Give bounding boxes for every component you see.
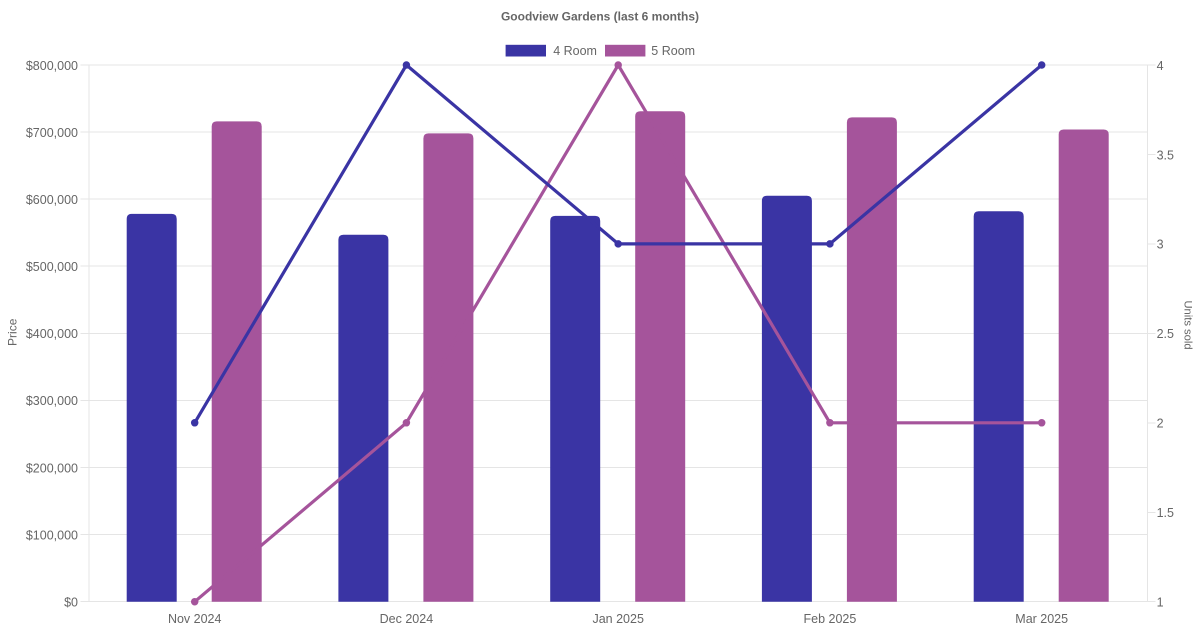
svg-text:1.5: 1.5 <box>1157 506 1174 520</box>
svg-text:4 Room: 4 Room <box>553 44 597 58</box>
svg-text:$300,000: $300,000 <box>26 394 78 408</box>
svg-text:5 Room: 5 Room <box>651 44 695 58</box>
svg-text:2: 2 <box>1157 417 1164 431</box>
svg-text:Mar 2025: Mar 2025 <box>1015 612 1068 626</box>
svg-text:3: 3 <box>1157 238 1164 252</box>
svg-text:1: 1 <box>1157 596 1164 610</box>
svg-text:Jan 2025: Jan 2025 <box>592 612 643 626</box>
svg-text:$700,000: $700,000 <box>26 126 78 140</box>
svg-text:2.5: 2.5 <box>1157 327 1174 341</box>
svg-text:$100,000: $100,000 <box>26 528 78 542</box>
svg-text:Units sold: Units sold <box>1182 300 1194 349</box>
svg-text:Goodview Gardens (last 6 month: Goodview Gardens (last 6 months) <box>501 10 699 24</box>
svg-text:3.5: 3.5 <box>1157 148 1174 162</box>
svg-text:$500,000: $500,000 <box>26 260 78 274</box>
svg-text:Price: Price <box>5 318 19 346</box>
svg-text:$0: $0 <box>64 596 78 610</box>
svg-text:Nov 2024: Nov 2024 <box>168 612 222 626</box>
svg-text:4: 4 <box>1157 59 1164 73</box>
svg-text:$800,000: $800,000 <box>26 59 78 73</box>
svg-text:$200,000: $200,000 <box>26 461 78 475</box>
svg-text:$400,000: $400,000 <box>26 327 78 341</box>
svg-text:Feb 2025: Feb 2025 <box>803 612 856 626</box>
svg-text:Dec 2024: Dec 2024 <box>380 612 434 626</box>
svg-text:$600,000: $600,000 <box>26 193 78 207</box>
